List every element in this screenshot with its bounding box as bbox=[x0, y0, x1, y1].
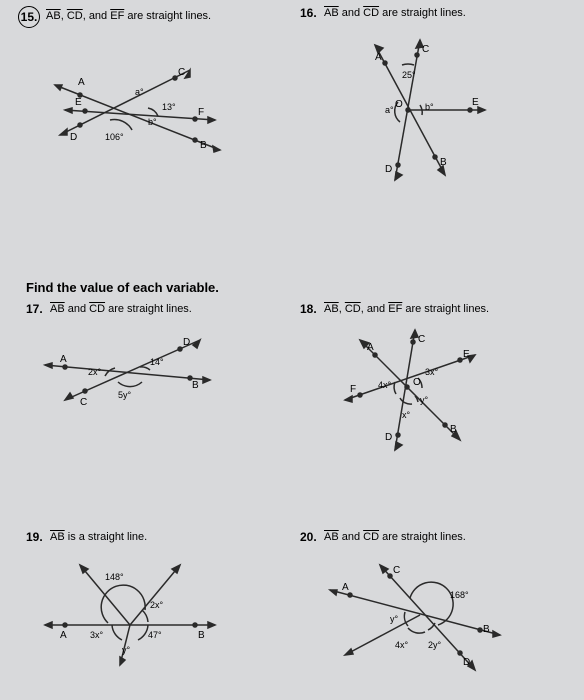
p17-text: AB and CD are straight lines. bbox=[50, 303, 192, 315]
p16-D: D bbox=[385, 164, 392, 175]
p16-A: A bbox=[375, 52, 382, 63]
p17-A: A bbox=[60, 354, 67, 365]
p15-a: a° bbox=[135, 87, 144, 97]
p20-B: B bbox=[483, 624, 490, 635]
p18-ab: AB bbox=[324, 303, 339, 315]
p18-number: 18. bbox=[300, 302, 317, 316]
p17-5y: 5y° bbox=[118, 390, 132, 400]
p15-cd: CD bbox=[67, 10, 83, 22]
p18-text: AB, CD, and EF are straight lines. bbox=[324, 303, 489, 315]
p18-and: , and bbox=[361, 303, 389, 315]
p16-number: 16. bbox=[300, 6, 317, 20]
p16-cd: CD bbox=[363, 7, 379, 19]
p19-ab: AB bbox=[50, 531, 65, 543]
p15-tail: are straight lines. bbox=[124, 10, 211, 22]
p19-2x: 2x° bbox=[150, 600, 164, 610]
p15-B: B bbox=[200, 140, 207, 151]
p16-diagram: A B C D E O 25° a° b° bbox=[320, 30, 500, 195]
p15-text: AB, CD, and EF are straight lines. bbox=[46, 10, 211, 22]
p20-C: C bbox=[393, 565, 400, 576]
p17-number: 17. bbox=[26, 302, 43, 316]
p20-text: AB and CD are straight lines. bbox=[324, 531, 466, 543]
p18-D: D bbox=[385, 432, 392, 443]
p15-A: A bbox=[78, 77, 85, 88]
p18-F: F bbox=[350, 384, 356, 395]
p20-diagram: A B C D 168° y° 4x° 2y° bbox=[310, 550, 520, 685]
p18-y: y° bbox=[420, 395, 429, 405]
p15-and: , and bbox=[83, 10, 111, 22]
p18-3x: 3x° bbox=[425, 367, 439, 377]
p15-C: C bbox=[178, 67, 185, 78]
p20-cd: CD bbox=[363, 531, 379, 543]
p16-B: B bbox=[440, 157, 447, 168]
p15-diagram: A B C D E F a° b° 13° 106° bbox=[40, 40, 240, 195]
p16-a: a° bbox=[385, 105, 394, 115]
p19-text: AB is a straight line. bbox=[50, 531, 147, 543]
p20-168: 168° bbox=[450, 590, 469, 600]
p17-C: C bbox=[80, 397, 87, 408]
p16-C: C bbox=[422, 44, 429, 55]
p19-number: 19. bbox=[26, 530, 43, 544]
p17-cd: CD bbox=[89, 303, 105, 315]
p15-106: 106° bbox=[105, 132, 124, 142]
p18-C: C bbox=[418, 334, 425, 345]
p16-25: 25° bbox=[402, 70, 416, 80]
p16-O: O bbox=[395, 99, 403, 110]
section-header: Find the value of each variable. bbox=[26, 280, 219, 295]
p18-A: A bbox=[367, 342, 374, 353]
p20-number: 20. bbox=[300, 530, 317, 544]
p18-x: x° bbox=[402, 410, 411, 420]
p15-D: D bbox=[70, 132, 77, 143]
p18-4x: 4x° bbox=[378, 380, 392, 390]
p16-tail: are straight lines. bbox=[379, 7, 466, 19]
p17-2x: 2x° bbox=[88, 367, 102, 377]
p16-and: and bbox=[339, 7, 363, 19]
p17-14: 14° bbox=[150, 357, 164, 367]
p17-diagram: A B C D 2x° 14° 5y° bbox=[30, 320, 230, 435]
p18-tail: are straight lines. bbox=[402, 303, 489, 315]
p18-B: B bbox=[450, 424, 457, 435]
p17-D: D bbox=[183, 337, 190, 348]
p19-148: 148° bbox=[105, 572, 124, 582]
p16-E: E bbox=[472, 97, 479, 108]
p20-2y: 2y° bbox=[428, 640, 442, 650]
p15-ab: AB bbox=[46, 10, 61, 22]
p15-13: 13° bbox=[162, 102, 176, 112]
p18-E: E bbox=[463, 349, 470, 360]
p15-ef: EF bbox=[110, 10, 124, 22]
p18-ef: EF bbox=[388, 303, 402, 315]
p15-number: 15. bbox=[18, 6, 40, 28]
p15-circle: 15. bbox=[18, 6, 40, 28]
p19-tail: is a straight line. bbox=[65, 531, 148, 543]
p19-47: 47° bbox=[148, 630, 162, 640]
p19-A: A bbox=[60, 630, 67, 641]
p20-and: and bbox=[339, 531, 363, 543]
p16-ab: AB bbox=[324, 7, 339, 19]
p19-diagram: A B 148° 2x° 47° 3x° y° bbox=[30, 550, 230, 675]
p15-F: F bbox=[198, 107, 204, 118]
p20-A: A bbox=[342, 582, 349, 593]
p17-ab: AB bbox=[50, 303, 65, 315]
p18-O: O bbox=[413, 377, 421, 388]
p15-b: b° bbox=[148, 117, 157, 127]
p20-ab: AB bbox=[324, 531, 339, 543]
p18-cd: CD bbox=[345, 303, 361, 315]
p20-D: D bbox=[463, 657, 470, 668]
p15-E: E bbox=[75, 97, 82, 108]
p20-y: y° bbox=[390, 614, 399, 624]
p17-tail: are straight lines. bbox=[105, 303, 192, 315]
p18-diagram: A B C D E F O 3x° 4x° y° x° bbox=[320, 320, 500, 465]
p16-b: b° bbox=[425, 102, 434, 112]
p20-4x: 4x° bbox=[395, 640, 409, 650]
p16-text: AB and CD are straight lines. bbox=[324, 7, 466, 19]
p19-y: y° bbox=[122, 645, 131, 655]
p20-tail: are straight lines. bbox=[379, 531, 466, 543]
p19-3x: 3x° bbox=[90, 630, 104, 640]
p17-B: B bbox=[192, 380, 199, 391]
p19-B: B bbox=[198, 630, 205, 641]
p17-and: and bbox=[65, 303, 89, 315]
